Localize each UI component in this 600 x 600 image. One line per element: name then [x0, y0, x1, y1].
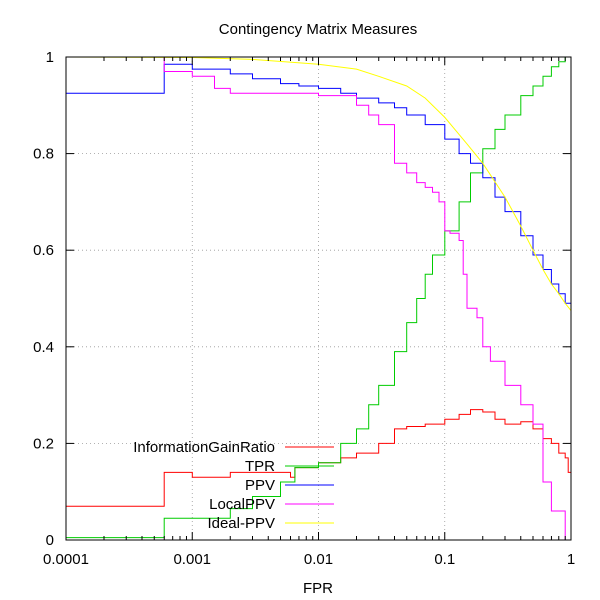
x-tick-label: 0.1 [434, 551, 455, 568]
x-tick-label: 0.01 [304, 551, 333, 568]
chart-title: Contingency Matrix Measures [219, 21, 417, 38]
x-tick-label: 1 [567, 551, 575, 568]
x-tick-label: 0.001 [173, 551, 211, 568]
axis-ticks: 0.0001 0.001 0.01 0.1 1 0 0.2 0.4 0.6 0.8 1 [33, 49, 575, 568]
legend-label: TPR [245, 458, 275, 475]
y-tick-label: 0.6 [33, 242, 54, 259]
series-line-informationgainratio [66, 409, 572, 507]
y-tick-label: 0 [46, 532, 54, 549]
y-tick-label: 0.8 [33, 146, 54, 163]
y-tick-label: 1 [46, 49, 54, 66]
series-line-localppv [66, 56, 571, 541]
legend-label: PPV [245, 477, 275, 494]
series-line-ppv [66, 63, 572, 313]
legend-label: LocalPPV [209, 496, 275, 513]
legend-label: InformationGainRatio [133, 439, 275, 456]
x-tick-label: 0.0001 [43, 551, 89, 568]
legend-label: Ideal-PPV [207, 515, 275, 532]
legend: InformationGainRatio TPR PPV LocalPPV Ideal-… [133, 439, 334, 532]
y-tick-label: 0.4 [33, 339, 54, 356]
x-axis-label: FPR [303, 580, 333, 597]
series-line-tpr [66, 56, 571, 539]
y-tick-label: 0.2 [33, 435, 54, 452]
